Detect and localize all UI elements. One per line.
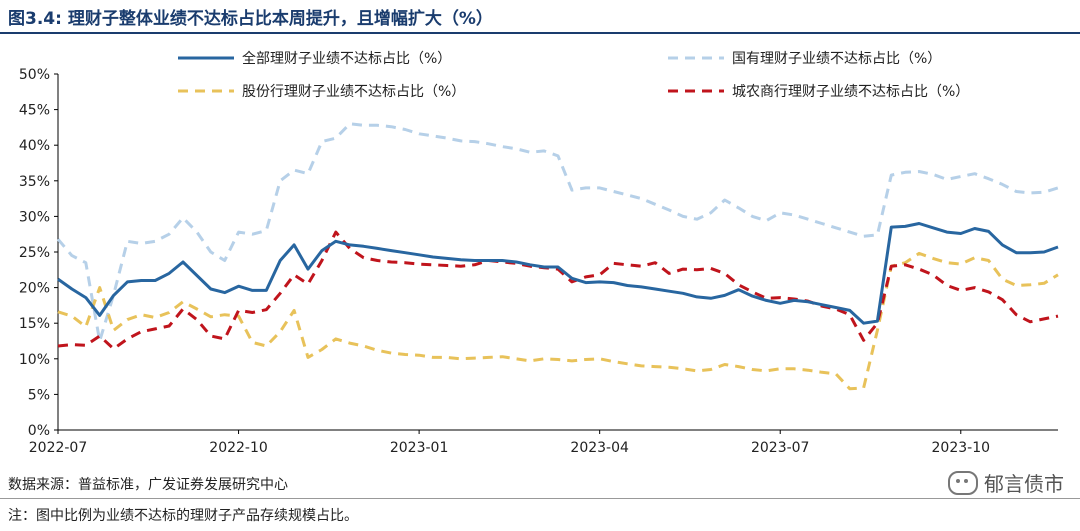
y-tick-label: 0% [28, 423, 50, 439]
legend-label-2: 股份行理财子业绩不达标占比（%） [242, 84, 465, 100]
x-tick-label: 2023-01 [390, 440, 449, 456]
series-line-3 [57, 230, 1059, 351]
series-line-2 [57, 251, 1059, 391]
y-tick-label: 50% [19, 67, 50, 83]
figure-title: 图3.4: 理财子整体业绩不达标占比本周提升，且增幅扩大（%） [8, 9, 493, 29]
y-tick-label: 20% [19, 281, 50, 297]
y-tick-label: 45% [19, 103, 50, 119]
y-tick-label: 40% [19, 138, 50, 154]
line-chart: 0% 5% 10% 15% 20% 25% 30% 35% 40% 45% 50% 2022-07 20… [19, 50, 1059, 456]
legend-label-0: 全部理财子业绩不达标占比（%） [242, 50, 451, 67]
x-tick-label: 2023-04 [570, 440, 629, 456]
y-tick-label: 5% [28, 387, 50, 403]
y-tick-label: 15% [19, 316, 50, 332]
footnote: 注：图中比例为业绩不达标的理财子产品存续规模占比。 [8, 508, 358, 524]
series-line-0 [57, 222, 1059, 325]
x-tick-label: 2023-10 [932, 440, 991, 456]
legend-label-3: 城农商行理财子业绩不达标占比（%） [732, 84, 969, 100]
watermark-text: 郁言债市 [984, 472, 1064, 496]
title-divider [0, 32, 1080, 34]
y-tick-label: 10% [19, 352, 50, 368]
x-tick-label: 2023-07 [751, 440, 810, 456]
y-tick-label: 25% [19, 245, 50, 261]
footer-divider [0, 498, 1080, 499]
x-tick-label: 2022-07 [29, 440, 88, 456]
chart-axes: 0% 5% 10% 15% 20% 25% 30% 35% 40% 45% 50% 2022-07 20… [19, 67, 1058, 456]
chart-legend: 全部理财子业绩不达标占比（%） 国有理财子业绩不达标占比（%） 股份行理财子业绩不达… [178, 50, 969, 100]
chart-series [56, 122, 1059, 391]
x-tick-label: 2022-10 [209, 440, 268, 456]
legend-label-1: 国有理财子业绩不达标占比（%） [732, 51, 941, 67]
y-tick-label: 35% [19, 174, 50, 190]
data-source: 数据来源：普益标准，广发证券发展研究中心 [8, 477, 288, 493]
watermark: 郁言债市 [948, 468, 1064, 497]
y-tick-label: 30% [19, 209, 50, 225]
wechat-icon [948, 470, 978, 495]
series-line-1 [56, 122, 1059, 343]
